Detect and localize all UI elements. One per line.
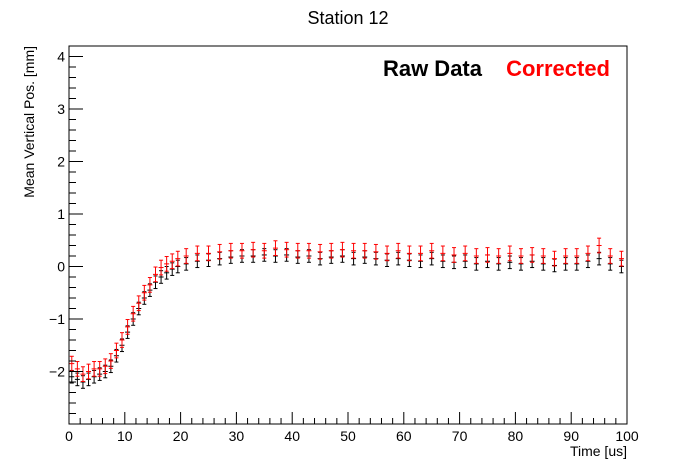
- series-raw-data: [69, 248, 624, 389]
- data-point: [250, 241, 256, 258]
- y-axis: −2 −1 0 1 2 3 4: [49, 45, 83, 425]
- data-point: [152, 266, 158, 283]
- x-tick-label: 10: [117, 428, 133, 444]
- data-point: [183, 248, 189, 264]
- x-tick-label: 40: [284, 428, 300, 444]
- data-point: [563, 248, 569, 264]
- data-point: [284, 241, 290, 258]
- data-point: [574, 248, 580, 264]
- data-point: [119, 332, 125, 348]
- data-point: [395, 242, 401, 259]
- data-point: [429, 242, 435, 259]
- y-tick-label: −2: [49, 364, 65, 380]
- legend-raw-data: Raw Data: [383, 56, 483, 81]
- data-point: [295, 242, 301, 259]
- x-axis: 0 10 20 30 40 50 60 70 80 90 100: [65, 412, 639, 444]
- series-corrected: [69, 237, 624, 382]
- data-point: [91, 361, 97, 377]
- y-tick-label: 0: [57, 259, 65, 275]
- data-point: [507, 245, 513, 262]
- y-tick-label: 3: [57, 101, 65, 117]
- x-axis-label: Time [us]: [570, 443, 627, 459]
- data-point: [69, 355, 75, 372]
- y-tick-label: 2: [57, 154, 65, 170]
- data-point: [529, 247, 535, 263]
- x-tick-label: 20: [173, 428, 189, 444]
- data-point: [113, 342, 119, 359]
- data-point: [306, 242, 312, 259]
- data-point: [147, 277, 153, 293]
- x-tick-label: 100: [615, 428, 639, 444]
- data-point: [102, 358, 108, 375]
- plot-frame: [68, 45, 628, 425]
- chart-title: Station 12: [307, 8, 388, 28]
- data-point: [451, 247, 457, 263]
- data-point: [339, 241, 345, 258]
- data-point: [485, 247, 490, 263]
- data-point: [317, 243, 323, 260]
- data-point: [540, 248, 546, 264]
- y-tick-label: 1: [57, 206, 65, 222]
- data-point: [80, 366, 86, 382]
- data-point: [496, 248, 502, 264]
- data-point: [164, 256, 170, 272]
- data-point: [130, 305, 136, 322]
- data-point: [585, 245, 591, 262]
- x-tick-label: 90: [563, 428, 579, 444]
- x-tick-label: 0: [65, 428, 73, 444]
- data-point: [183, 257, 189, 271]
- data-point: [239, 242, 245, 259]
- data-marks: [69, 237, 624, 389]
- y-axis-label: Mean Vertical Pos. [mm]: [21, 46, 37, 198]
- x-tick-label: 80: [508, 428, 524, 444]
- data-point: [217, 243, 223, 260]
- data-point: [518, 248, 524, 264]
- data-point: [440, 245, 446, 262]
- data-point: [351, 242, 357, 259]
- x-tick-label: 60: [396, 428, 412, 444]
- data-point: [406, 245, 412, 262]
- x-tick-label: 50: [340, 428, 356, 444]
- data-point: [206, 245, 211, 262]
- data-point: [607, 248, 613, 264]
- y-tick-label: 4: [57, 49, 65, 65]
- data-point: [108, 353, 114, 369]
- data-point: [125, 319, 131, 335]
- legend-corrected: Corrected: [506, 56, 610, 81]
- data-point: [194, 245, 200, 262]
- data-point: [384, 245, 390, 262]
- data-point: [272, 240, 278, 256]
- data-point: [158, 259, 164, 276]
- data-point: [86, 363, 92, 380]
- data-point: [418, 245, 424, 262]
- data-point: [141, 284, 147, 301]
- data-point: [228, 242, 234, 259]
- data-point: [169, 253, 175, 270]
- data-point: [596, 251, 602, 266]
- data-point: [136, 295, 142, 312]
- data-point: [328, 242, 334, 259]
- data-point: [69, 369, 75, 384]
- data-point: [373, 243, 379, 260]
- data-point: [618, 250, 624, 267]
- data-point: [473, 248, 479, 264]
- data-point: [462, 245, 468, 262]
- data-point: [97, 361, 103, 377]
- data-point: [362, 242, 368, 259]
- data-point: [551, 250, 557, 267]
- data-point: [175, 250, 181, 267]
- y-tick-label: −1: [49, 311, 65, 327]
- data-point: [74, 361, 80, 377]
- data-point: [596, 237, 602, 254]
- data-point: [261, 242, 267, 259]
- x-tick-label: 70: [452, 428, 468, 444]
- x-tick-label: 30: [229, 428, 245, 444]
